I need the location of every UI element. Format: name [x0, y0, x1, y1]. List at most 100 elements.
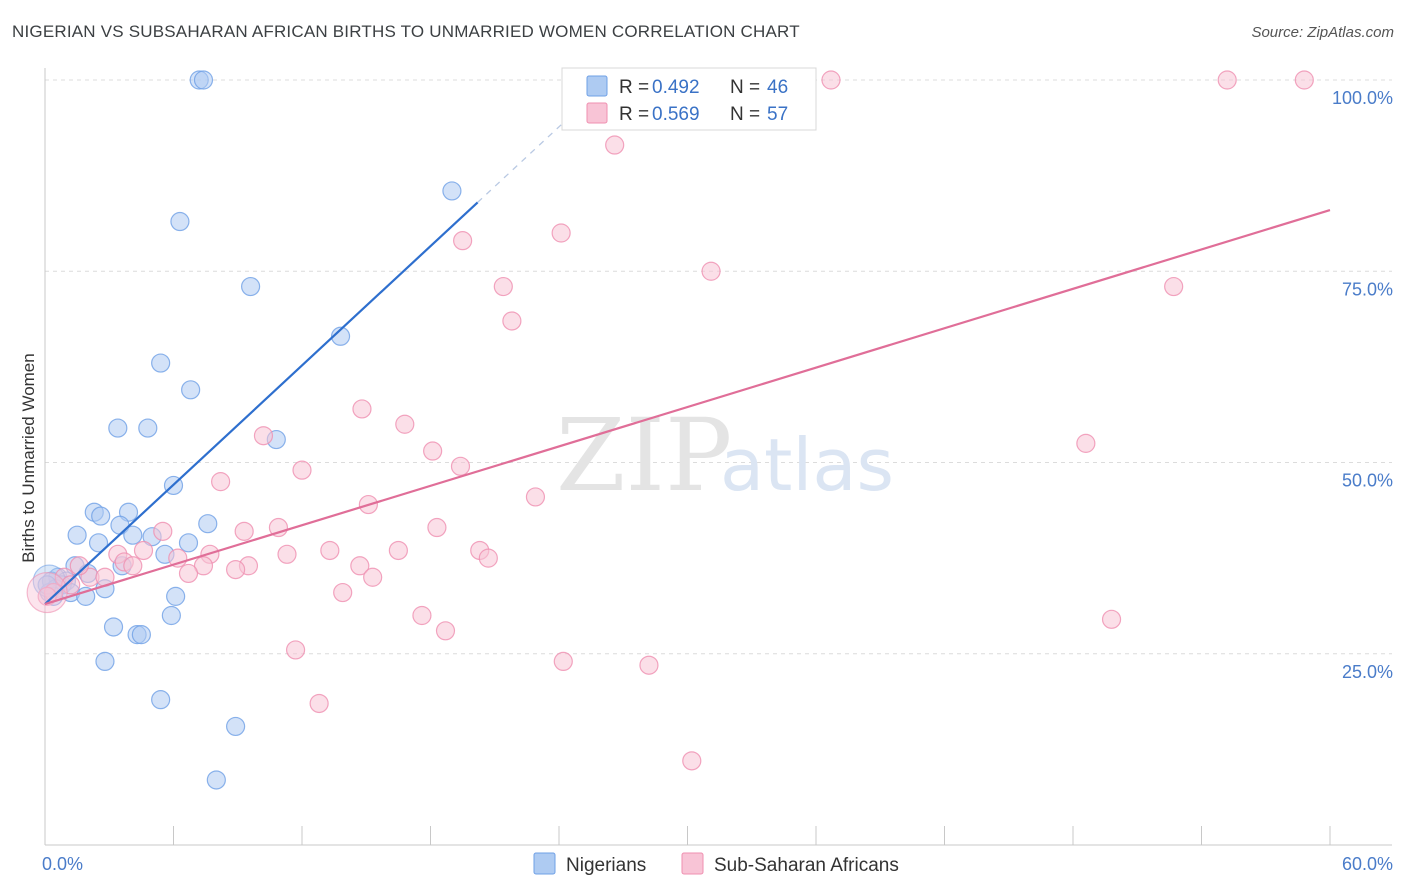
- subsaharan-point: [352, 399, 372, 419]
- nigerians-trend-line: [44, 201, 479, 605]
- subsaharan-point: [639, 655, 659, 675]
- subsaharan-point: [395, 414, 415, 434]
- legend-r-value-subsaharan: 0.569: [652, 104, 700, 125]
- y-tick-labels: 25.0% 50.0% 75.0% 100.0%: [1332, 88, 1393, 682]
- series-legend: Nigerians Sub-Saharan Africans: [533, 852, 899, 876]
- subsaharan-point: [525, 487, 546, 507]
- source-credit: Source: ZipAtlas.com: [1251, 24, 1394, 41]
- bottom-legend-label-nigerians: Nigerians: [566, 855, 646, 876]
- nigerians-point: [138, 418, 158, 438]
- y-tick-label: 25.0%: [1342, 662, 1393, 682]
- subsaharan-point: [435, 621, 456, 641]
- nigerians-point: [151, 353, 171, 373]
- subsaharan-point: [320, 540, 340, 561]
- y-tick-label: 50.0%: [1342, 471, 1393, 491]
- nigerians-point: [226, 716, 246, 737]
- subsaharan-point: [178, 563, 199, 584]
- nigerians-point: [330, 326, 351, 346]
- bottom-legend-label-subsaharan: Sub-Saharan Africans: [714, 855, 899, 876]
- y-axis-label: Births to Unmarried Women: [19, 353, 38, 562]
- subsaharan-point: [350, 556, 370, 576]
- nigerians-point: [67, 525, 87, 545]
- nigerians-point: [103, 617, 124, 637]
- nigerians-point: [91, 506, 111, 526]
- nigerians-point: [193, 70, 214, 90]
- subsaharan-point: [153, 521, 173, 541]
- axes: [44, 68, 1392, 846]
- subsaharan-point: [292, 460, 312, 480]
- nigerians-point: [442, 181, 462, 201]
- subsaharan-point: [412, 605, 432, 626]
- subsaharan-point: [69, 556, 89, 576]
- legend-n-value-nigerians: 46: [767, 77, 788, 98]
- subsaharan-point: [333, 582, 353, 603]
- legend-n-label-subsaharan: N =: [730, 104, 760, 125]
- subsaharan-point: [551, 223, 571, 243]
- subsaharan-point: [1076, 433, 1096, 453]
- subsaharan-point: [423, 441, 443, 461]
- subsaharan-point: [1217, 70, 1237, 90]
- nigerians-point: [123, 525, 143, 545]
- legend-n-value-subsaharan: 57: [767, 104, 788, 125]
- nigerians-point: [170, 211, 190, 232]
- subsaharan-trend-line: [44, 208, 1331, 606]
- nigerians-point: [166, 586, 186, 606]
- subsaharan-point: [701, 261, 721, 281]
- subsaharan-point: [211, 472, 231, 492]
- subsaharan-point: [26, 571, 68, 614]
- subsaharan-point: [123, 556, 143, 576]
- subsaharan-point: [553, 651, 573, 672]
- nigerians-point: [181, 380, 201, 400]
- nigerians-point: [241, 276, 261, 297]
- nigerians-point: [161, 605, 181, 626]
- subsaharan-point: [453, 231, 473, 251]
- legend-r-label-nigerians: R =: [619, 77, 649, 98]
- subsaharan-point: [285, 640, 306, 660]
- subsaharan-point: [61, 575, 81, 595]
- subsaharan-point: [253, 426, 274, 446]
- x-tick-label: 0.0%: [42, 854, 83, 874]
- watermark-atlas: atlas: [720, 423, 894, 507]
- subsaharan-point: [493, 276, 513, 297]
- legend-n-label-nigerians: N =: [730, 77, 760, 98]
- subsaharan-point: [1101, 609, 1122, 629]
- watermark: ZIP atlas: [556, 397, 894, 514]
- subsaharan-points: [26, 70, 1314, 771]
- subsaharan-point: [363, 567, 383, 587]
- legend-r-value-nigerians: 0.492: [652, 77, 700, 98]
- subsaharan-point: [234, 521, 254, 541]
- subsaharan-point: [133, 540, 154, 561]
- subsaharan-point: [682, 751, 702, 771]
- nigerians-point: [95, 651, 115, 672]
- nigerians-points: [32, 70, 462, 790]
- subsaharan-point: [1164, 276, 1184, 297]
- bottom-legend-swatch-nigerians: [533, 852, 556, 875]
- bottom-legend-swatch-subsaharan: [681, 852, 704, 875]
- subsaharan-point: [821, 70, 841, 90]
- nigerians-point: [88, 533, 109, 553]
- legend-r-label-subsaharan: R =: [619, 104, 649, 125]
- correlation-legend: R = 0.492 N = 46 R = 0.569 N = 57: [561, 67, 817, 131]
- subsaharan-point: [450, 456, 471, 476]
- nigerians-point: [151, 690, 171, 710]
- subsaharan-point: [226, 559, 246, 580]
- subsaharan-point: [478, 548, 498, 568]
- legend-swatch-subsaharan: [586, 102, 608, 124]
- nigerians-point: [198, 514, 218, 534]
- subsaharan-point: [309, 693, 329, 714]
- subsaharan-point: [502, 311, 522, 331]
- x-tick-label: 60.0%: [1342, 854, 1393, 874]
- legend-swatch-nigerians: [586, 75, 608, 97]
- subsaharan-point: [1294, 70, 1314, 90]
- nigerians-point: [178, 533, 199, 553]
- x-tick-labels: 0.0% 60.0%: [42, 854, 1393, 874]
- subsaharan-point: [277, 544, 297, 564]
- subsaharan-point: [427, 517, 447, 538]
- chart-title: NIGERIAN VS SUBSAHARAN AFRICAN BIRTHS TO…: [12, 22, 800, 41]
- subsaharan-point: [193, 556, 214, 576]
- subsaharan-point: [605, 135, 625, 155]
- y-tick-label: 75.0%: [1342, 279, 1393, 299]
- nigerians-point: [131, 625, 151, 645]
- watermark-zip: ZIP: [556, 397, 732, 514]
